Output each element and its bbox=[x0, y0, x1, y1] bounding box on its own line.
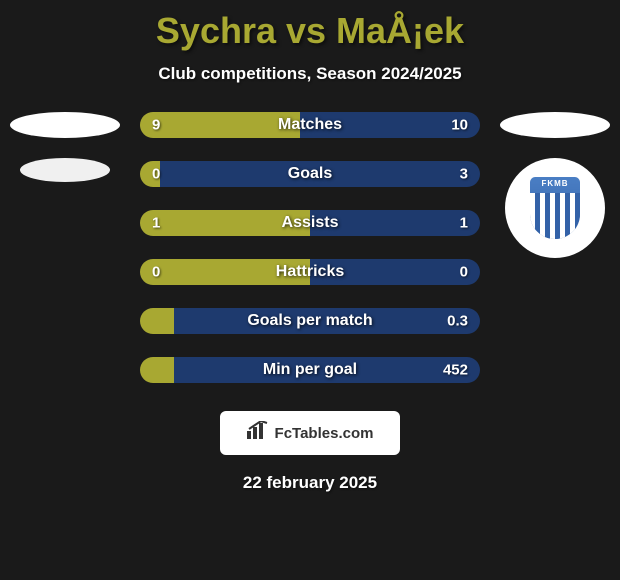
stat-value-right: 452 bbox=[443, 362, 468, 379]
stat-label: Matches bbox=[278, 116, 342, 134]
stat-value-left: 1 bbox=[152, 215, 160, 232]
right-club-badge: FKMB bbox=[505, 158, 605, 258]
stats-bars-area: 9 10 Matches 0 3 Goals 1 1 Assists 0 0 Hattricks 0.3… bbox=[140, 112, 480, 383]
stat-row: 9 10 Matches bbox=[140, 112, 480, 138]
stat-value-right: 3 bbox=[460, 166, 468, 183]
stat-value-left: 9 bbox=[152, 117, 160, 134]
stat-row: 0 3 Goals bbox=[140, 161, 480, 187]
stat-bar-left bbox=[140, 112, 300, 138]
shield-stripes bbox=[530, 193, 580, 239]
stat-row: 1 1 Assists bbox=[140, 210, 480, 236]
stat-row: 0 0 Hattricks bbox=[140, 259, 480, 285]
date-text: 22 february 2025 bbox=[243, 473, 377, 493]
left-club-column bbox=[10, 112, 120, 182]
right-club-placeholder-1 bbox=[500, 112, 610, 138]
shield-label: FKMB bbox=[530, 179, 580, 188]
stat-value-right: 0 bbox=[460, 264, 468, 281]
stat-label: Min per goal bbox=[263, 361, 357, 379]
stat-label: Goals bbox=[288, 165, 332, 183]
season-subtitle: Club competitions, Season 2024/2025 bbox=[158, 64, 461, 84]
left-club-placeholder-2 bbox=[20, 158, 110, 182]
stat-value-right: 0.3 bbox=[447, 313, 468, 330]
stat-bar-left bbox=[140, 357, 174, 383]
chart-icon bbox=[247, 421, 269, 445]
stat-value-left: 0 bbox=[152, 166, 160, 183]
right-club-column: FKMB bbox=[500, 112, 610, 258]
stat-row: 0.3 Goals per match bbox=[140, 308, 480, 334]
stat-bar-left bbox=[140, 308, 174, 334]
stat-value-right: 10 bbox=[451, 117, 468, 134]
stat-value-left: 0 bbox=[152, 264, 160, 281]
main-comparison-area: 9 10 Matches 0 3 Goals 1 1 Assists 0 0 Hattricks 0.3… bbox=[0, 112, 620, 383]
footer-logo-text: FcTables.com bbox=[275, 425, 374, 442]
stat-value-right: 1 bbox=[460, 215, 468, 232]
stat-label: Assists bbox=[282, 214, 339, 232]
shield-icon: FKMB bbox=[530, 177, 580, 239]
stat-label: Goals per match bbox=[247, 312, 372, 330]
stat-label: Hattricks bbox=[276, 263, 344, 281]
comparison-title: Sychra vs MaÅ¡ek bbox=[156, 10, 464, 52]
left-club-placeholder-1 bbox=[10, 112, 120, 138]
stat-row: 452 Min per goal bbox=[140, 357, 480, 383]
footer-logo[interactable]: FcTables.com bbox=[220, 411, 400, 455]
